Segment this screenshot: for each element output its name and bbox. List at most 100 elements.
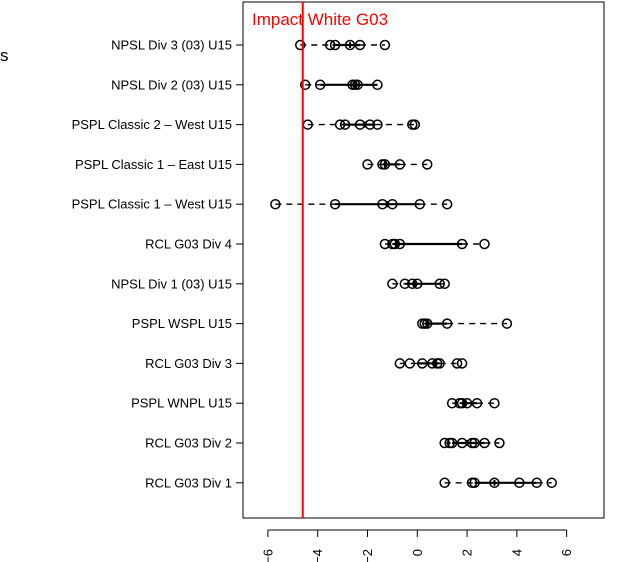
category-series <box>379 238 490 250</box>
value-tick-label: 4 <box>509 549 524 556</box>
data-point <box>434 278 445 290</box>
data-point <box>334 119 346 130</box>
value-axis: −6 −4 −2 0 2 4 6 <box>260 529 574 562</box>
data-point <box>426 358 438 369</box>
data-point <box>494 437 505 449</box>
category-label: RCL G03 Div 1 <box>145 475 232 490</box>
plot-area <box>242 1 605 519</box>
category-series <box>446 397 500 409</box>
data-point <box>434 358 445 369</box>
data-point <box>514 477 525 489</box>
data-point <box>439 437 450 449</box>
category-series <box>299 79 383 91</box>
data-point <box>354 39 366 51</box>
data-point <box>439 278 450 290</box>
category-series <box>417 318 513 329</box>
plot-frame <box>242 1 605 519</box>
data-point <box>299 79 311 91</box>
data-point <box>446 437 458 449</box>
data-point <box>409 119 421 130</box>
data-point <box>479 437 490 449</box>
cut-off-text: s <box>0 46 9 65</box>
data-point <box>531 477 543 489</box>
data-point <box>469 437 480 449</box>
reference-line-label: Impact White G03 <box>252 10 388 29</box>
data-point <box>362 159 373 170</box>
data-point <box>379 238 391 250</box>
data-point <box>489 397 500 409</box>
data-point <box>439 477 450 489</box>
data-point <box>329 198 341 210</box>
category-label: NPSL Div 1 (03) U15 <box>111 276 232 291</box>
category-series <box>270 198 453 210</box>
data-point <box>394 159 406 170</box>
data-point <box>461 397 473 409</box>
data-point <box>394 358 406 369</box>
data-point <box>314 79 326 91</box>
category-label: PSPL Classic 1 – East U15 <box>75 157 232 172</box>
data-point <box>372 79 383 91</box>
data-point <box>407 278 418 290</box>
data-point <box>546 477 557 489</box>
data-point <box>364 119 376 130</box>
reference-layer: Impact White G03 <box>252 2 388 518</box>
data-point <box>329 39 341 51</box>
data-point <box>421 318 433 329</box>
data-point <box>456 437 468 449</box>
data-point <box>489 477 500 489</box>
category-label: PSPL Classic 1 – West U15 <box>72 197 232 212</box>
data-point <box>479 238 490 250</box>
data-point <box>456 238 468 250</box>
category-series <box>302 119 421 130</box>
category-axis: NPSL Div 3 (03) U15 NPSL Div 2 (03) U15 PS… <box>72 38 244 490</box>
value-tick-label: −2 <box>360 549 375 562</box>
category-series <box>439 437 505 449</box>
data-point <box>389 238 401 250</box>
value-tick-label: 0 <box>410 549 425 556</box>
data-point <box>324 39 336 51</box>
data-point <box>387 198 398 210</box>
data-point <box>451 358 463 369</box>
data-point <box>339 119 351 130</box>
data-point <box>379 159 391 170</box>
data-point <box>352 79 363 91</box>
category-series <box>362 159 433 170</box>
data-point <box>354 119 366 130</box>
series-layer <box>270 39 557 489</box>
data-point <box>394 238 406 250</box>
data-point <box>441 198 453 210</box>
category-series <box>439 477 557 489</box>
data-point <box>372 119 383 130</box>
data-point <box>421 159 433 170</box>
data-point <box>344 39 356 51</box>
data-point <box>270 198 281 210</box>
value-tick-label: 6 <box>559 549 574 556</box>
category-label: PSPL WSPL U15 <box>132 316 232 331</box>
data-point <box>404 358 416 369</box>
category-series <box>387 278 450 290</box>
category-series <box>394 358 468 369</box>
value-tick-label: −6 <box>260 549 275 562</box>
category-series <box>295 39 391 51</box>
data-point <box>414 198 426 210</box>
data-point <box>469 477 480 489</box>
data-point <box>441 318 453 329</box>
data-point <box>379 39 391 51</box>
category-label: RCL G03 Div 4 <box>145 237 232 252</box>
data-point <box>399 278 411 290</box>
category-label: PSPL WNPL U15 <box>131 396 232 411</box>
data-point <box>387 278 398 290</box>
data-point <box>412 278 423 290</box>
data-point <box>456 358 468 369</box>
category-label: NPSL Div 2 (03) U15 <box>111 77 232 92</box>
value-tick-label: −4 <box>310 549 325 562</box>
data-point <box>295 39 306 51</box>
category-label: RCL G03 Div 3 <box>145 356 232 371</box>
data-point <box>501 318 513 329</box>
category-label: NPSL Div 3 (03) U15 <box>111 38 232 53</box>
data-point <box>456 397 468 409</box>
data-point <box>377 198 388 210</box>
category-label: PSPL Classic 2 – West U15 <box>72 117 232 132</box>
data-point <box>446 397 458 409</box>
